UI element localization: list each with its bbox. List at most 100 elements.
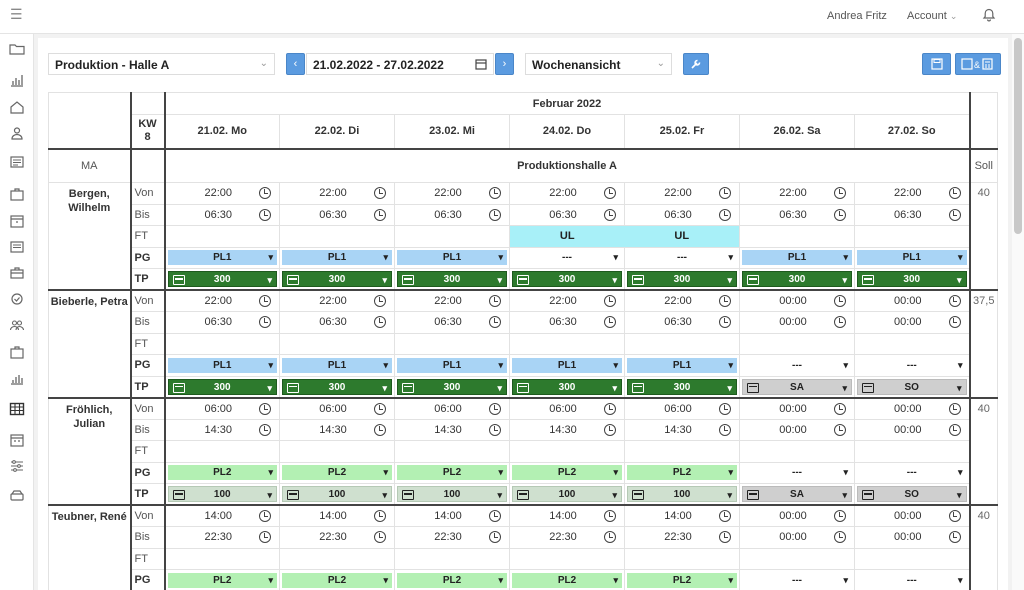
- clock-icon[interactable]: [489, 510, 501, 522]
- clock-icon[interactable]: [948, 316, 961, 328]
- tp-select[interactable]: 300 ▾: [742, 271, 852, 287]
- ft-cell[interactable]: [509, 332, 625, 355]
- time-von-field[interactable]: 22:00: [854, 182, 970, 205]
- pg-select[interactable]: --- ▾: [742, 465, 852, 481]
- clock-icon[interactable]: [948, 295, 961, 307]
- clock-icon[interactable]: [604, 187, 616, 199]
- pg-select[interactable]: PL1 ▾: [282, 357, 392, 373]
- ft-cell[interactable]: [394, 440, 510, 463]
- ft-cell[interactable]: [854, 225, 970, 248]
- time-bis-field[interactable]: 22:30: [624, 526, 740, 549]
- time-von-field[interactable]: 22:00: [394, 182, 510, 205]
- clock-icon[interactable]: [834, 510, 846, 522]
- time-von-field[interactable]: 22:00: [164, 182, 280, 205]
- pg-select[interactable]: PL1 ▾: [397, 357, 507, 373]
- time-bis-field[interactable]: 06:30: [279, 311, 395, 334]
- bell-icon[interactable]: [982, 8, 996, 22]
- clock-icon[interactable]: [834, 316, 846, 328]
- clock-icon[interactable]: [719, 423, 731, 436]
- ft-cell[interactable]: [164, 332, 280, 355]
- tp-select[interactable]: 300 ▾: [512, 271, 622, 287]
- tp-select[interactable]: SA ▾: [742, 486, 852, 502]
- pg-select[interactable]: --- ▾: [742, 357, 852, 373]
- clock-icon[interactable]: [834, 208, 846, 221]
- ft-cell[interactable]: [164, 440, 280, 463]
- pg-select[interactable]: --- ▾: [857, 572, 967, 588]
- tp-select[interactable]: 300 ▾: [397, 271, 507, 287]
- ft-cell[interactable]: [394, 547, 510, 570]
- time-von-field[interactable]: 00:00: [854, 289, 970, 312]
- time-bis-field[interactable]: 22:30: [394, 526, 510, 549]
- tp-select[interactable]: SO ▾: [857, 486, 967, 502]
- ft-cell[interactable]: [279, 332, 395, 355]
- time-von-field[interactable]: 22:00: [509, 182, 625, 205]
- time-bis-field[interactable]: 06:30: [739, 203, 855, 226]
- time-von-field[interactable]: 14:00: [164, 504, 280, 527]
- clock-icon[interactable]: [489, 423, 501, 436]
- check-circle-icon[interactable]: [9, 292, 25, 306]
- calendar-icon[interactable]: [9, 433, 25, 447]
- time-von-field[interactable]: 22:00: [394, 289, 510, 312]
- clock-icon[interactable]: [948, 187, 961, 199]
- ft-cell[interactable]: [739, 547, 855, 570]
- pg-select[interactable]: PL1 ▾: [857, 250, 967, 266]
- sliders-icon[interactable]: [9, 459, 25, 473]
- clock-icon[interactable]: [719, 187, 731, 199]
- clock-icon[interactable]: [259, 295, 271, 307]
- tp-select[interactable]: 300 ▾: [282, 378, 392, 395]
- clock-icon[interactable]: [719, 295, 731, 307]
- time-von-field[interactable]: 14:00: [279, 504, 395, 527]
- account-menu[interactable]: Account ⌄: [907, 10, 957, 22]
- clock-icon[interactable]: [489, 187, 501, 199]
- clock-icon[interactable]: [604, 423, 616, 436]
- clock-icon[interactable]: [489, 402, 501, 415]
- clock-icon[interactable]: [374, 316, 386, 328]
- time-von-field[interactable]: 14:00: [624, 504, 740, 527]
- time-bis-field[interactable]: 06:30: [509, 311, 625, 334]
- view-select[interactable]: Wochenansicht ⌄: [525, 53, 672, 75]
- clock-icon[interactable]: [259, 402, 271, 415]
- clock-icon[interactable]: [374, 402, 386, 415]
- toolbox-icon[interactable]: [9, 266, 25, 280]
- clock-icon[interactable]: [259, 316, 271, 328]
- clock-icon[interactable]: [374, 423, 386, 436]
- tp-select[interactable]: 300 ▾: [282, 271, 392, 287]
- time-bis-field[interactable]: 00:00: [739, 311, 855, 334]
- employee-name[interactable]: Bergen, Wilhelm: [48, 182, 132, 291]
- time-von-field[interactable]: 22:00: [739, 182, 855, 205]
- time-von-field[interactable]: 00:00: [854, 504, 970, 527]
- clock-icon[interactable]: [259, 187, 271, 199]
- settings-button[interactable]: [683, 53, 709, 75]
- time-bis-field[interactable]: 06:30: [164, 311, 280, 334]
- pg-select[interactable]: PL2 ▾: [397, 572, 507, 588]
- time-bis-field[interactable]: 06:30: [854, 203, 970, 226]
- clock-icon[interactable]: [834, 295, 846, 307]
- pg-select[interactable]: PL2 ▾: [282, 572, 392, 588]
- tp-select[interactable]: 100 ▾: [397, 486, 507, 502]
- time-bis-field[interactable]: 06:30: [509, 203, 625, 226]
- time-von-field[interactable]: 22:00: [279, 182, 395, 205]
- clock-icon[interactable]: [948, 531, 961, 543]
- pg-select[interactable]: PL1 ▾: [167, 250, 277, 266]
- ft-cell[interactable]: [509, 547, 625, 570]
- ft-cell[interactable]: [279, 440, 395, 463]
- clock-icon[interactable]: [604, 531, 616, 543]
- pg-select[interactable]: PL2 ▾: [167, 572, 277, 588]
- tp-select[interactable]: 100 ▾: [167, 486, 277, 502]
- clock-icon[interactable]: [834, 423, 846, 436]
- pg-select[interactable]: PL2 ▾: [397, 465, 507, 481]
- pg-select[interactable]: PL2 ▾: [627, 465, 737, 481]
- clock-icon[interactable]: [374, 208, 386, 221]
- pg-select[interactable]: PL1 ▾: [167, 357, 277, 373]
- clock-icon[interactable]: [259, 208, 271, 221]
- time-bis-field[interactable]: 00:00: [739, 418, 855, 441]
- employee-name[interactable]: Teubner, René: [48, 504, 132, 590]
- tp-select[interactable]: 100 ▾: [512, 486, 622, 502]
- briefcase-icon[interactable]: [9, 187, 25, 201]
- ft-cell[interactable]: UL: [509, 225, 625, 248]
- pg-select[interactable]: PL2 ▾: [282, 465, 392, 481]
- time-bis-field[interactable]: 14:30: [279, 418, 395, 441]
- clock-icon[interactable]: [374, 510, 386, 522]
- clock-icon[interactable]: [719, 316, 731, 328]
- ft-cell[interactable]: [854, 332, 970, 355]
